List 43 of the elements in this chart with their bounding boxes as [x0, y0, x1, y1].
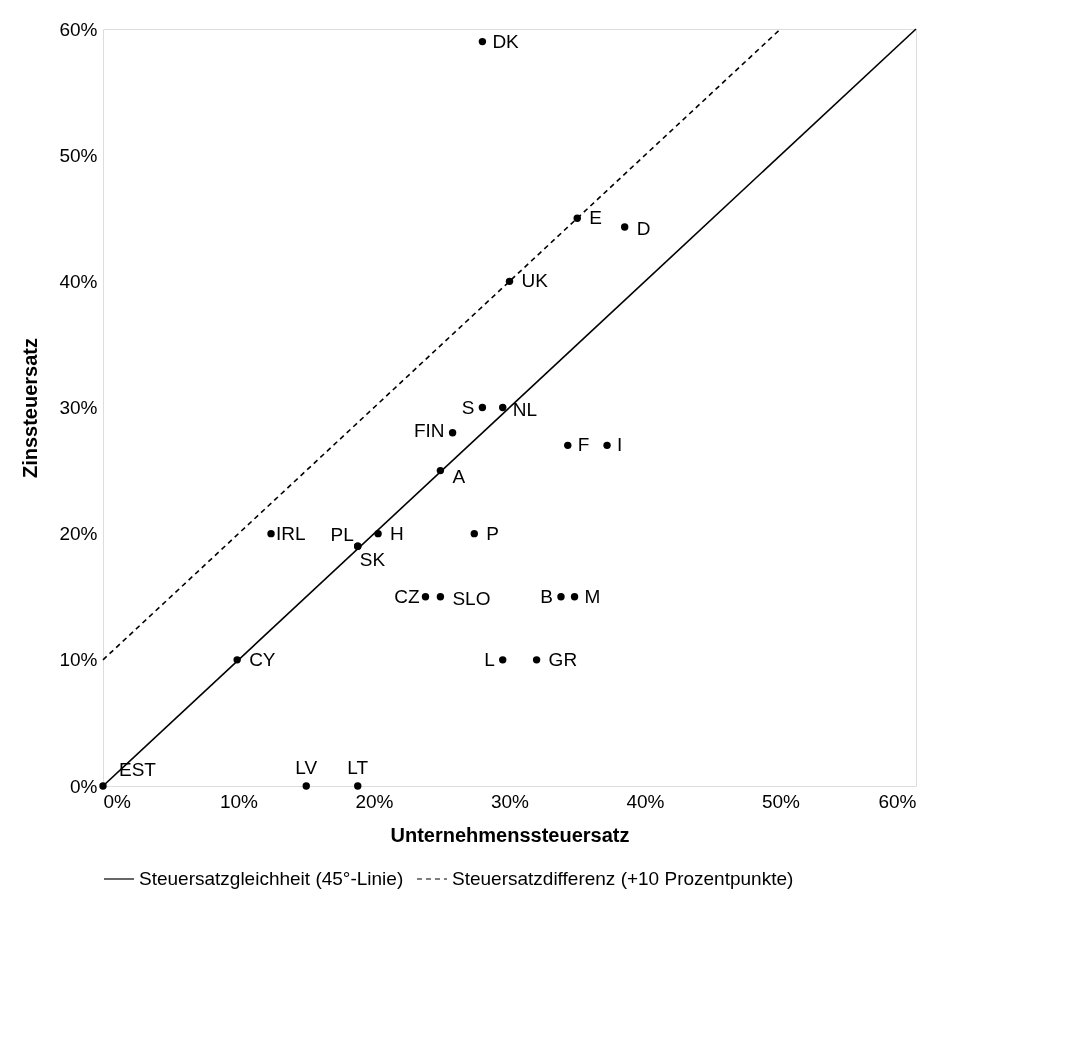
y-tick-label: 0%: [70, 775, 98, 797]
x-tick-label: 10%: [219, 790, 259, 812]
annotation: GR: [548, 648, 578, 670]
y-tick-label: 20%: [59, 523, 98, 545]
y-tick-label: 40%: [59, 270, 98, 292]
x-tick-label: 0%: [103, 790, 132, 812]
annotation: DK: [492, 30, 520, 52]
y-tick-label: 10%: [59, 649, 98, 671]
x-tick-label: 60%: [878, 790, 917, 812]
x-tick-label: 50%: [761, 790, 801, 812]
annotation: D: [636, 218, 651, 240]
x-axis-title: Unternehmenssteuersatz: [390, 823, 630, 846]
annotation: LT: [347, 757, 369, 778]
y-tick-label: 50%: [59, 144, 98, 166]
annotation: FIN: [413, 419, 445, 441]
x-tick-label: 20%: [355, 790, 394, 812]
annotation: UK: [521, 270, 549, 292]
annotation: IRL: [276, 522, 306, 544]
y-axis-title: Zinssteuersatz: [19, 337, 42, 479]
annotation: PL: [330, 524, 354, 546]
annotation: NL: [512, 398, 538, 420]
legend-label: Steuersatzgleichheit (45°-Linie): [139, 868, 404, 889]
annotation: LV: [295, 757, 318, 778]
annotation: SLO: [452, 587, 491, 609]
x-tick-label: 40%: [626, 790, 665, 812]
annotation: M: [584, 585, 601, 607]
annotation: F: [577, 434, 590, 456]
annotation: CY: [249, 648, 276, 670]
annotation: E: [589, 207, 602, 229]
annotation: S: [461, 396, 475, 418]
y-tick-label: 60%: [59, 18, 98, 40]
annotation: I: [617, 434, 623, 456]
y-tick-label: 30%: [59, 397, 98, 418]
annotation: B: [540, 585, 553, 607]
annotation: A: [452, 465, 466, 487]
annotation: P: [486, 522, 499, 544]
annotation: CZ: [394, 585, 420, 607]
annotation: H: [390, 522, 404, 544]
x-tick-label: 30%: [490, 790, 530, 812]
legend-label: Steuersatzdifferenz (+10 Prozentpunkte): [452, 868, 794, 889]
annotation: EST: [119, 759, 157, 780]
annotation: SK: [359, 549, 386, 571]
annotation: L: [484, 648, 495, 670]
